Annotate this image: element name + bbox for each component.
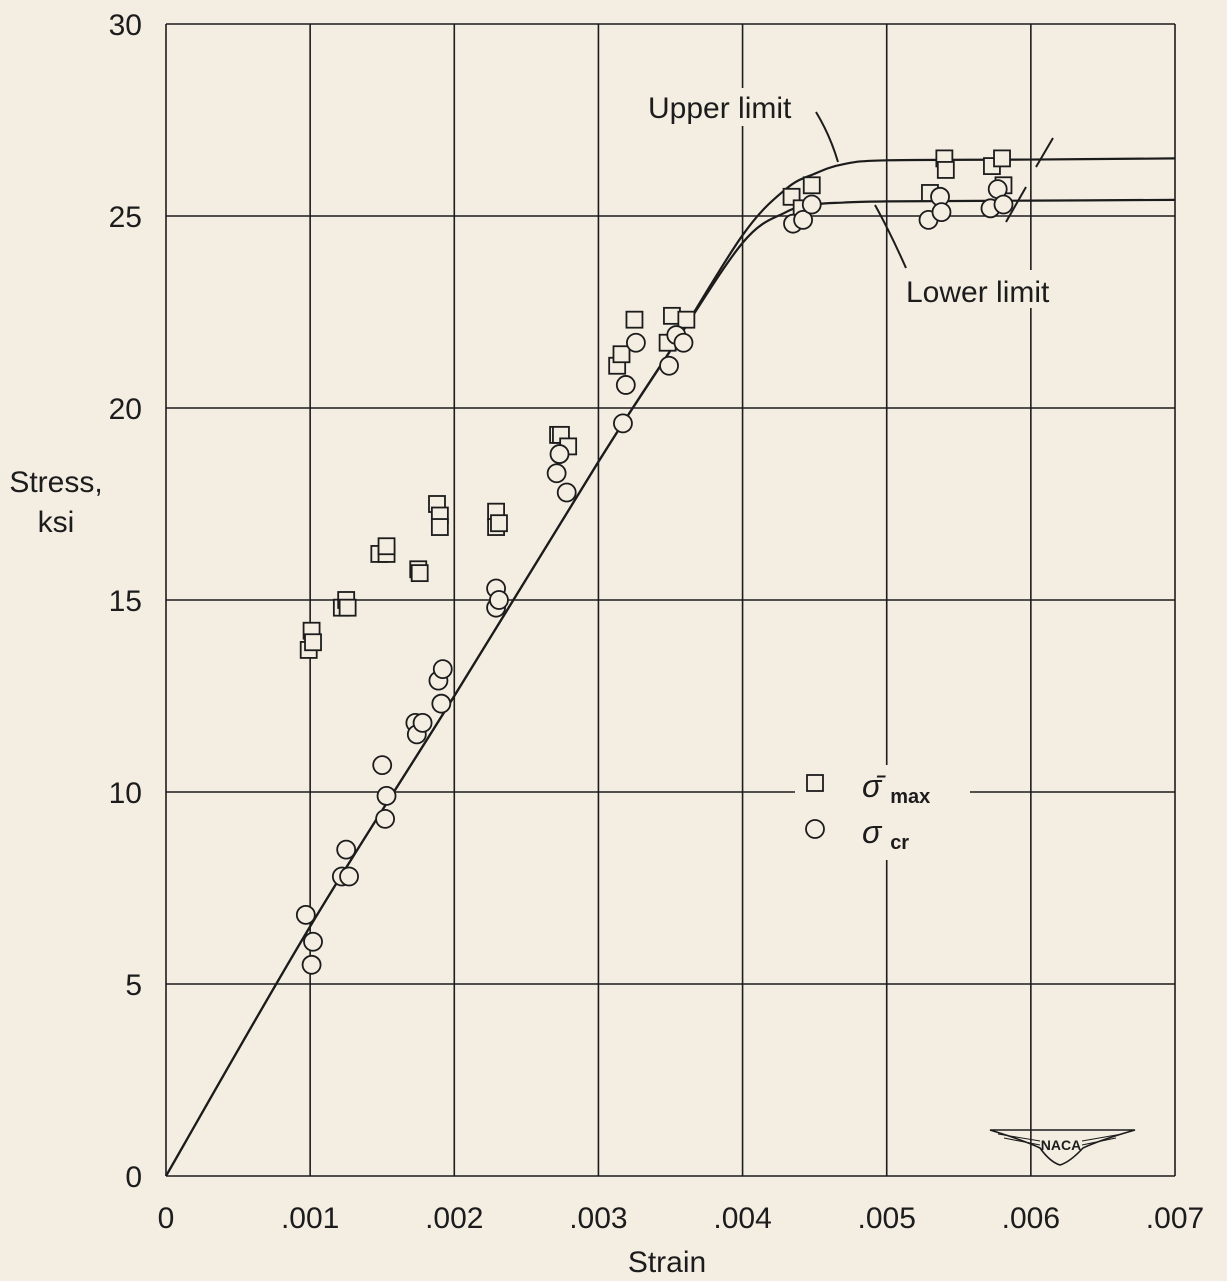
upper-limit-slash [1035,137,1054,168]
data-point-square [936,161,955,179]
upper-limit-leader [815,111,839,163]
y-tick-label: 15 [109,585,142,618]
y-tick-label: 25 [109,201,142,234]
data-point-circle [993,194,1014,215]
legend-cr-label: σ cr [862,814,909,854]
data-point-square [377,537,396,556]
legend-max-symbol: σ̄ [862,768,886,804]
y-axis-label: Stress, ksi [9,466,102,539]
legend: σ̄ max σ cr [795,765,970,860]
data-point-circle [931,202,952,223]
x-tick-label: .001 [281,1202,339,1235]
y-tick-label: 30 [109,9,142,42]
legend-backdrop [795,765,970,860]
tick-labels: 0 .001 .002 .003 .004 .005 .006 .007 0 5 10 15 20 25 3… [109,9,1205,1235]
x-tick-label: .005 [858,1202,916,1235]
data-point-circle [372,755,393,776]
data-point-circle [546,463,567,484]
data-point-circle [375,808,395,829]
data-point-circle [376,785,397,806]
y-tick-label: 10 [109,777,142,810]
data-point-circle [336,839,357,860]
data-point-square [677,310,696,329]
data-point-circle [801,194,822,215]
data-point-circle [432,659,453,680]
legend-max-label: σ̄ max [862,768,930,808]
legend-circle-marker [805,819,825,839]
data-point-square [410,564,429,583]
x-tick-label: .004 [713,1202,771,1235]
upper-limit-annotation: Upper limit [640,88,839,163]
upper-limit-label: Upper limit [648,92,792,125]
y-tick-label: 0 [125,1161,142,1194]
data-point-square [490,514,508,533]
data-point-circle [303,931,323,952]
data-point-circle [301,954,322,975]
grid [165,23,1176,1177]
legend-square-marker [806,774,824,792]
y-tick-label: 20 [109,393,142,426]
data-point-square [304,633,322,652]
data-point-circle [295,904,316,925]
y-axis-label-line: ksi [38,506,75,539]
data-point-circle [659,355,679,376]
legend-max-subscript: max [890,786,930,808]
annotation-backdrop [640,88,815,126]
x-tick-label: .002 [425,1202,483,1235]
naca-logo-feathers [997,1133,1123,1146]
y-axis-label-line: Stress, [9,466,102,499]
data-point-circle [556,482,577,503]
lower-limit-leader [874,204,907,269]
data-point-square [338,598,357,617]
data-point-circle [673,332,694,353]
naca-logo-text: NACA [1041,1137,1081,1153]
legend-cr-subscript: cr [890,832,909,854]
data-point-square [625,310,644,329]
x-tick-label: .003 [569,1202,627,1235]
data-point-square [612,345,631,364]
lower-limit-annotation: Lower limit [874,204,1085,309]
x-tick-label: .006 [1002,1202,1060,1235]
data-point-circle [339,866,359,887]
data-point-circle [615,375,636,395]
curves [165,157,1176,1177]
annotation-backdrop [900,270,1085,308]
data-point-circle [489,590,509,610]
x-tick-label: 0 [158,1202,175,1235]
lower-limit-slash [1005,186,1027,223]
data-point-circle [412,712,433,733]
x-tick-label: .007 [1146,1202,1204,1235]
data-point-square [802,176,821,195]
lower-limit-label: Lower limit [906,276,1050,309]
data-points [295,149,1014,975]
data-point-circle [549,444,570,464]
data-point-square [430,518,449,536]
data-point-circle [793,209,814,230]
x-axis-label: Strain [628,1246,706,1279]
data-point-square [993,149,1011,168]
legend-cr-symbol: σ [862,814,883,850]
y-tick-label: 5 [125,969,142,1002]
data-point-circle [626,332,646,353]
naca-logo: NACA [989,1129,1136,1166]
data-point-circle [431,693,452,714]
data-point-circle [613,413,633,434]
lower-limit-curve [165,198,1176,1177]
